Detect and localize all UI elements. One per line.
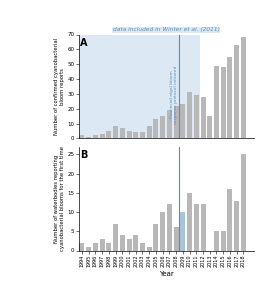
Text: B: B [80, 150, 88, 160]
Y-axis label: Number of confirmed cyanobacterial
bloom reports: Number of confirmed cyanobacterial bloom… [54, 38, 65, 135]
Bar [133, 132, 138, 138]
Bar [200, 97, 206, 138]
Bar [93, 135, 98, 138]
Bar [127, 239, 132, 250]
Bar [214, 66, 219, 138]
Bar [180, 104, 185, 138]
Bar [221, 231, 226, 250]
Bar [113, 224, 118, 250]
Bar [241, 154, 246, 250]
Bar [100, 134, 105, 138]
Bar [167, 110, 172, 138]
Bar [120, 235, 125, 250]
Bar [133, 235, 138, 250]
Bar [214, 231, 219, 250]
Y-axis label: Number of waterbodies reporting
cyanobacterial blooms for the first time: Number of waterbodies reporting cyanobac… [54, 146, 65, 251]
Bar [140, 243, 145, 250]
Bar [187, 193, 192, 250]
Bar [187, 92, 192, 138]
Bar [227, 57, 232, 138]
Text: Provincial algal bloom
response protocol initiated: Provincial algal bloom response protocol… [170, 65, 178, 124]
Text: data included in Winter et al. (2011): data included in Winter et al. (2011) [113, 27, 220, 32]
Bar [234, 200, 239, 250]
Bar [86, 137, 91, 138]
Bar [241, 38, 246, 138]
Bar [100, 239, 105, 250]
Bar [79, 243, 84, 250]
Bar [154, 224, 159, 250]
Bar [147, 127, 152, 138]
Bar [194, 95, 199, 138]
Bar [79, 34, 200, 138]
Bar [106, 131, 111, 138]
Bar [160, 212, 165, 250]
Bar [174, 227, 179, 250]
Bar [194, 204, 199, 250]
Bar [160, 116, 165, 138]
Bar [106, 243, 111, 250]
Bar [147, 247, 152, 250]
Bar [227, 189, 232, 250]
Bar [207, 116, 212, 138]
Bar [86, 247, 91, 250]
Bar [167, 204, 172, 250]
Bar [127, 131, 132, 138]
Bar [234, 45, 239, 138]
Bar [200, 204, 206, 250]
X-axis label: Year: Year [159, 271, 174, 277]
Bar [174, 106, 179, 138]
Bar [113, 127, 118, 138]
Bar [93, 243, 98, 250]
Bar [140, 132, 145, 138]
Bar [154, 119, 159, 138]
Bar [221, 67, 226, 138]
Bar [180, 212, 185, 250]
Bar [120, 128, 125, 138]
Text: A: A [80, 38, 88, 48]
Bar [79, 135, 84, 138]
